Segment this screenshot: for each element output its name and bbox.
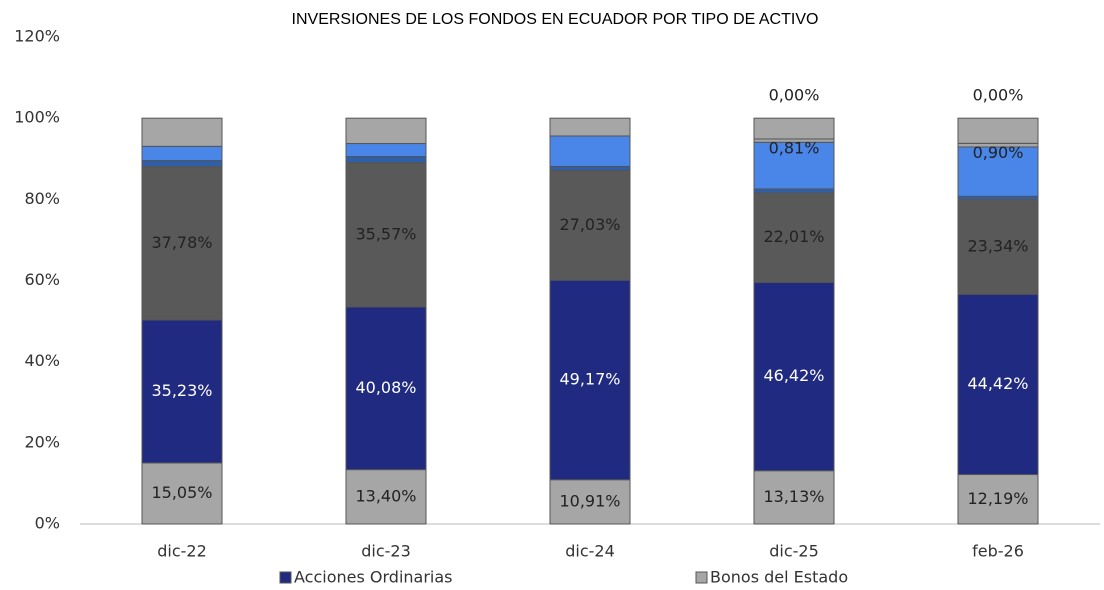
- data-label: 13,40%: [355, 486, 416, 505]
- data-label: 44,42%: [967, 374, 1028, 393]
- data-label: 49,17%: [559, 369, 620, 388]
- data-label: 35,23%: [151, 381, 212, 400]
- bar-segment: [345, 162, 427, 308]
- chart-title: INVERSIONES DE LOS FONDOS EN ECUADOR POR…: [292, 11, 819, 28]
- bar-segment: [141, 319, 223, 464]
- bar-segment: [753, 470, 835, 525]
- bar-segment: [957, 199, 1039, 295]
- y-tick-label: 120%: [14, 27, 60, 46]
- data-label: 37,78%: [151, 233, 212, 252]
- bar-segment: [549, 169, 631, 281]
- y-tick-label: 40%: [24, 351, 60, 370]
- bar-segment: [753, 141, 835, 190]
- bar-segment: [753, 281, 835, 472]
- bar-segment: [345, 143, 427, 158]
- x-tick-label: dic-22: [157, 542, 207, 561]
- bar-segment: [549, 165, 631, 171]
- x-tick-label: dic-23: [361, 542, 411, 561]
- bar-segment: [549, 117, 631, 137]
- bar-segment: [345, 117, 427, 145]
- bar-segment: [345, 306, 427, 471]
- data-label: 15,05%: [151, 483, 212, 502]
- legend-swatch: [695, 571, 708, 584]
- legend-label: Bonos del Estado: [710, 568, 848, 587]
- bar-segment: [345, 156, 427, 164]
- data-label: 35,57%: [355, 224, 416, 243]
- bar-segment: [141, 117, 223, 147]
- bar-segment: [957, 117, 1039, 144]
- bar-segment: [957, 474, 1039, 525]
- y-tick-label: 80%: [24, 189, 60, 208]
- data-label: 22,01%: [763, 227, 824, 246]
- data-label: 0,90%: [973, 143, 1024, 162]
- bar-segment: [141, 160, 223, 168]
- data-label: 46,42%: [763, 366, 824, 385]
- bar-segment: [549, 479, 631, 525]
- bar-segment: [345, 469, 427, 525]
- data-label: 0,00%: [769, 86, 820, 105]
- data-label: 12,19%: [967, 489, 1028, 508]
- y-tick-label: 60%: [24, 270, 60, 289]
- bar-segment: [141, 462, 223, 525]
- legend-label: Acciones Ordinarias: [294, 568, 453, 587]
- x-tick-label: dic-25: [769, 542, 819, 561]
- data-label: 0,00%: [973, 86, 1024, 105]
- bar-segment: [957, 146, 1039, 197]
- y-tick-label: 0%: [35, 514, 60, 533]
- x-tick-label: feb-26: [972, 542, 1024, 561]
- data-label: 10,91%: [559, 491, 620, 510]
- bar-segment: [141, 145, 223, 162]
- bar-segment: [753, 192, 835, 283]
- bar-segment: [957, 293, 1039, 476]
- data-label: 23,34%: [967, 236, 1028, 255]
- data-label: 27,03%: [559, 215, 620, 234]
- bar-segment: [549, 135, 631, 167]
- data-label: 13,13%: [763, 487, 824, 506]
- bar-segment: [549, 279, 631, 481]
- data-label: 0,81%: [769, 138, 820, 157]
- y-tick-label: 100%: [14, 108, 60, 127]
- legend-swatch: [279, 571, 292, 584]
- bar-segment: [753, 188, 835, 194]
- bar-segment: [753, 117, 835, 140]
- y-tick-label: 20%: [24, 432, 60, 451]
- x-tick-label: dic-24: [565, 542, 615, 561]
- data-label: 40,08%: [355, 378, 416, 397]
